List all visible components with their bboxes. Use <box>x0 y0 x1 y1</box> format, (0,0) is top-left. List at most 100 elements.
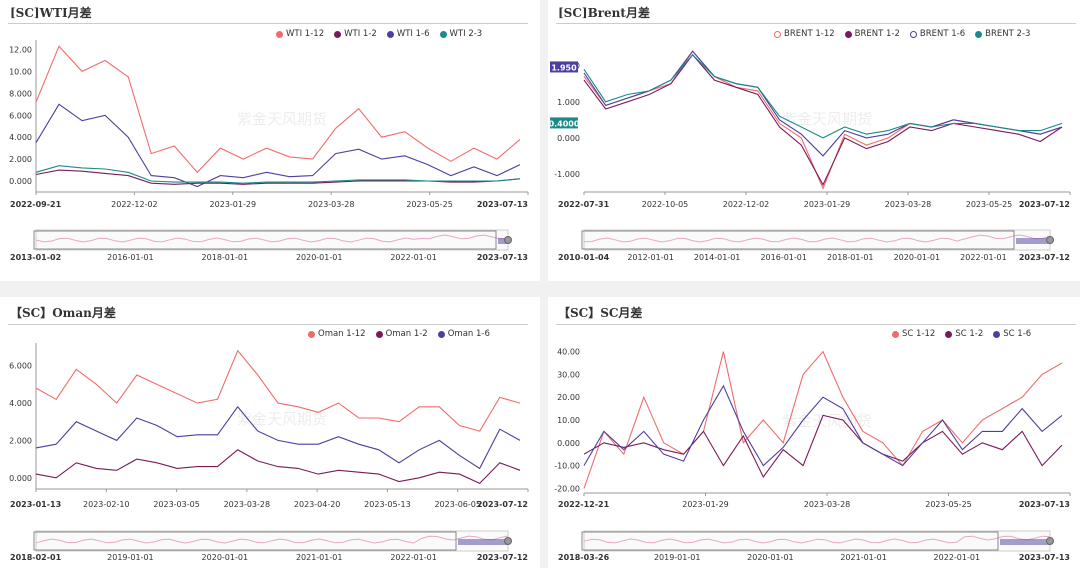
legend-item[interactable]: WTI 2-3 <box>439 29 483 39</box>
y-tick-label: -1.000 <box>554 170 580 179</box>
legend-item[interactable]: Oman 1-12 <box>308 329 366 339</box>
navigator-tick-label: 2023-07-12 <box>1019 253 1070 262</box>
legend-label: Oman 1-2 <box>385 329 428 339</box>
series-line[interactable] <box>583 53 1063 139</box>
legend-label: SC 1-12 <box>902 329 936 339</box>
legend-item[interactable]: BRENT 2-3 <box>975 29 1030 39</box>
navigator-handle[interactable] <box>504 236 512 244</box>
legend-item[interactable]: SC 1-6 <box>993 329 1031 339</box>
x-tick-label: 2023-07-12 <box>1019 200 1070 209</box>
series-line[interactable] <box>35 165 521 184</box>
watermark: 紫金天风期货 <box>782 412 872 430</box>
x-tick-label: 2022-12-02 <box>111 200 158 209</box>
legend-label: SC 1-6 <box>1003 329 1032 339</box>
y-tick-label: 1.000 <box>557 98 580 107</box>
series-line[interactable] <box>583 350 1063 489</box>
navigator-track[interactable] <box>583 530 1051 552</box>
x-tick-label: 2022-09-21 <box>10 200 62 209</box>
y-tick-label: 2.000 <box>9 155 32 164</box>
series-line[interactable] <box>583 384 1063 467</box>
legend-item[interactable]: BRENT 1-2 <box>844 29 900 39</box>
navigator-track[interactable] <box>35 229 509 251</box>
chart-plot[interactable]: 紫金天风期货 40.00 30.00 20.00 10.00 0.000 -10.00 -20… <box>548 297 1080 568</box>
x-tick-label: 2023-07-13 <box>1019 500 1070 509</box>
legend-item[interactable]: BRENT 1-12 <box>774 29 835 39</box>
series-line[interactable] <box>583 50 1063 157</box>
x-tick-label: 2023-03-28 <box>804 500 851 509</box>
chart-title: [SC]WTI月差 <box>10 6 92 20</box>
title-divider <box>8 23 528 24</box>
chart-legend[interactable]: BRENT 1-12 BRENT 1-2 BRENT 1-6 BRENT 2-3 <box>774 29 1030 39</box>
series-line[interactable] <box>35 45 521 174</box>
navigator-handle[interactable] <box>1046 537 1054 545</box>
legend-label: BRENT 1-12 <box>784 29 835 39</box>
legend-item[interactable]: WTI 1-6 <box>386 29 430 39</box>
chart-plot[interactable]: 紫金天风期货 12.00 10.00 8.000 6.000 4.000 2.000 0.00… <box>0 0 540 281</box>
watermark: 紫金天风期货 <box>237 110 327 128</box>
navigator-tick-label: 2022-01-01 <box>390 553 437 562</box>
legend-label: WTI 2-3 <box>449 29 483 39</box>
series-line[interactable] <box>35 103 521 188</box>
chart-legend[interactable]: SC 1-12 SC 1-2 SC 1-6 <box>892 329 1031 339</box>
legend-item[interactable]: WTI 1-12 <box>276 29 324 39</box>
chart-plot[interactable]: 紫金天风期货2.0001.0000.000-1.0002022-07-31202… <box>548 0 1080 281</box>
title-divider <box>8 324 528 325</box>
title-divider <box>556 23 1076 24</box>
legend-item[interactable]: SC 1-12 <box>892 329 935 339</box>
navigator-window[interactable] <box>33 230 497 250</box>
legend-item[interactable]: Oman 1-2 <box>375 329 428 339</box>
navigator-selection[interactable] <box>458 539 508 545</box>
series-line[interactable] <box>583 414 1063 479</box>
navigator-tick-label: 2022-01-01 <box>390 253 437 262</box>
navigator-tick-label: 2023-07-12 <box>477 553 528 562</box>
y-tick-label: 8.000 <box>9 89 32 98</box>
title-divider <box>556 324 1076 325</box>
navigator-window[interactable] <box>33 531 457 551</box>
chart-legend[interactable]: WTI 1-12 WTI 1-2 WTI 1-6 WTI 2-3 <box>276 29 482 39</box>
series-line[interactable] <box>35 349 521 432</box>
navigator-tick-label: 2020-01-01 <box>202 553 249 562</box>
legend-marker-icon <box>844 30 852 38</box>
y-tick-label: 10.00 <box>557 416 580 425</box>
x-tick-label: 2022-12-21 <box>558 500 610 509</box>
y-tick-label: 0.000 <box>557 439 580 448</box>
navigator-tick-label: 2018-02-01 <box>10 553 62 562</box>
chart-legend[interactable]: Oman 1-12 Oman 1-2 Oman 1-6 <box>308 329 490 339</box>
y-tick-label: 10.00 <box>9 67 32 76</box>
legend-label: WTI 1-12 <box>286 29 325 39</box>
chart-plot[interactable]: 紫金天风期货 6.000 4.000 2.000 0.000 2023-01-13 2023… <box>0 297 540 568</box>
legend-item[interactable]: Oman 1-6 <box>437 329 490 339</box>
navigator-window[interactable] <box>581 230 1015 250</box>
series-line[interactable] <box>583 53 1063 187</box>
series-line[interactable] <box>35 405 521 470</box>
navigator-tick-label: 2016-01-01 <box>107 253 154 262</box>
navigator-selection[interactable] <box>1000 539 1050 545</box>
legend-label: BRENT 2-3 <box>985 29 1031 39</box>
navigator-selection[interactable] <box>1016 238 1050 244</box>
value-label: 0.4000 <box>549 119 580 128</box>
navigator-tick-label: 2013-01-02 <box>10 253 61 262</box>
series-line[interactable] <box>35 449 521 485</box>
legend-marker-icon <box>909 30 917 38</box>
navigator-tick-label: 2022-01-01 <box>934 553 981 562</box>
navigator-selection[interactable] <box>498 238 508 244</box>
navigator-handle[interactable] <box>504 537 512 545</box>
navigator-tick-label: 2019-01-01 <box>107 553 154 562</box>
navigator-tick-label: 2018-03-26 <box>558 553 610 562</box>
legend-item[interactable]: WTI 1-2 <box>334 29 377 39</box>
legend-marker-icon <box>774 30 781 38</box>
legend-label: BRENT 1-6 <box>919 29 966 39</box>
chart-title: [SC]Brent月差 <box>558 6 650 20</box>
navigator-tick-label: 2014-01-01 <box>694 253 741 262</box>
x-tick-label: 2023-03-28 <box>308 200 355 209</box>
navigator-handle[interactable] <box>1046 236 1054 244</box>
y-tick-label: 0.000 <box>9 177 32 186</box>
legend-marker-icon <box>993 330 1001 338</box>
x-tick-label: 2023-05-25 <box>406 200 453 209</box>
legend-marker-icon <box>439 30 447 38</box>
legend-item[interactable]: BRENT 1-6 <box>909 29 966 39</box>
y-tick-label: 6.000 <box>9 111 32 120</box>
value-label: 1.950 <box>551 63 577 72</box>
legend-item[interactable]: SC 1-2 <box>945 329 983 339</box>
navigator-window[interactable] <box>581 531 999 551</box>
